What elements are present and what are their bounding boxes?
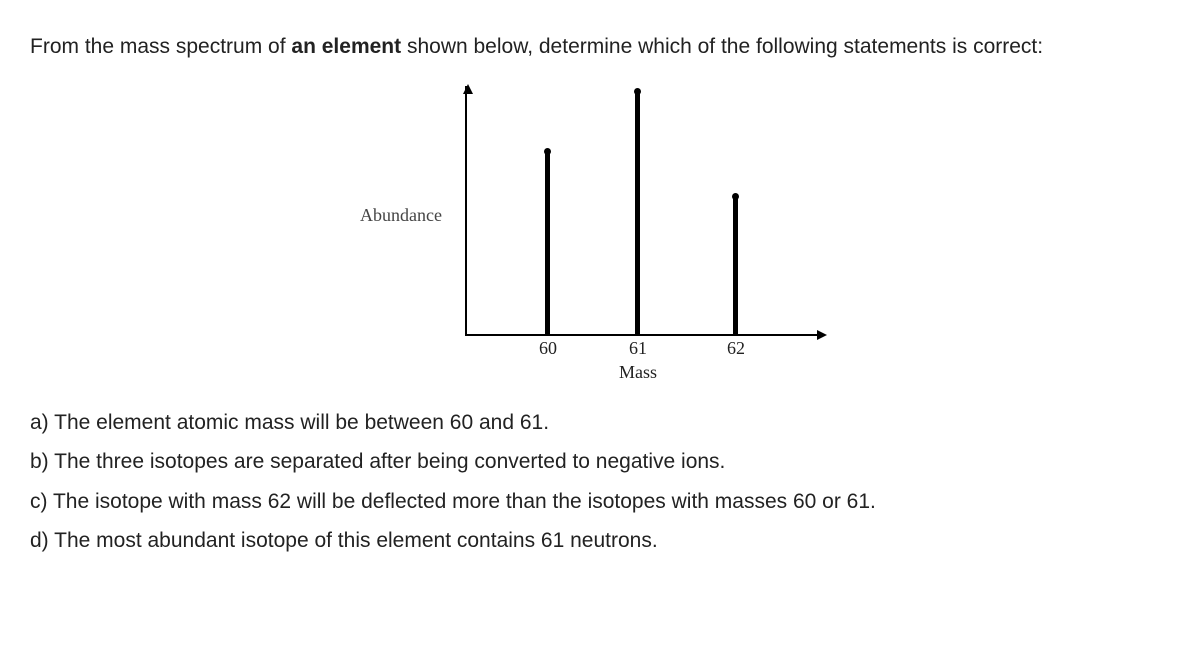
option-a: a) The element atomic mass will be betwe…	[30, 406, 1170, 440]
chart-container: Abundance 60 61 62 Mass	[30, 76, 1170, 386]
plot-area	[465, 86, 825, 336]
tick-60: 60	[539, 334, 557, 363]
question-suffix: shown below, determine which of the foll…	[401, 35, 1043, 58]
answer-options: a) The element atomic mass will be betwe…	[30, 406, 1170, 558]
bar-cap-icon	[634, 88, 641, 95]
question-text: From the mass spectrum of an element sho…	[30, 30, 1170, 64]
bar-60	[545, 151, 550, 336]
option-c: c) The isotope with mass 62 will be defl…	[30, 485, 1170, 519]
bar-cap-icon	[544, 148, 551, 155]
y-axis	[465, 86, 467, 336]
mass-spectrum-chart: Abundance 60 61 62 Mass	[360, 76, 840, 386]
y-axis-label: Abundance	[360, 201, 442, 230]
option-d: d) The most abundant isotope of this ele…	[30, 524, 1170, 558]
y-axis-arrow-icon	[463, 84, 473, 94]
option-b: b) The three isotopes are separated afte…	[30, 445, 1170, 479]
bar-62	[733, 196, 738, 336]
question-bold: an element	[291, 35, 401, 58]
tick-62: 62	[727, 334, 745, 363]
question-prefix: From the mass spectrum of	[30, 35, 291, 58]
bar-cap-icon	[732, 193, 739, 200]
x-axis-arrow-icon	[817, 330, 827, 340]
x-axis-label: Mass	[619, 358, 657, 387]
bar-61	[635, 91, 640, 336]
